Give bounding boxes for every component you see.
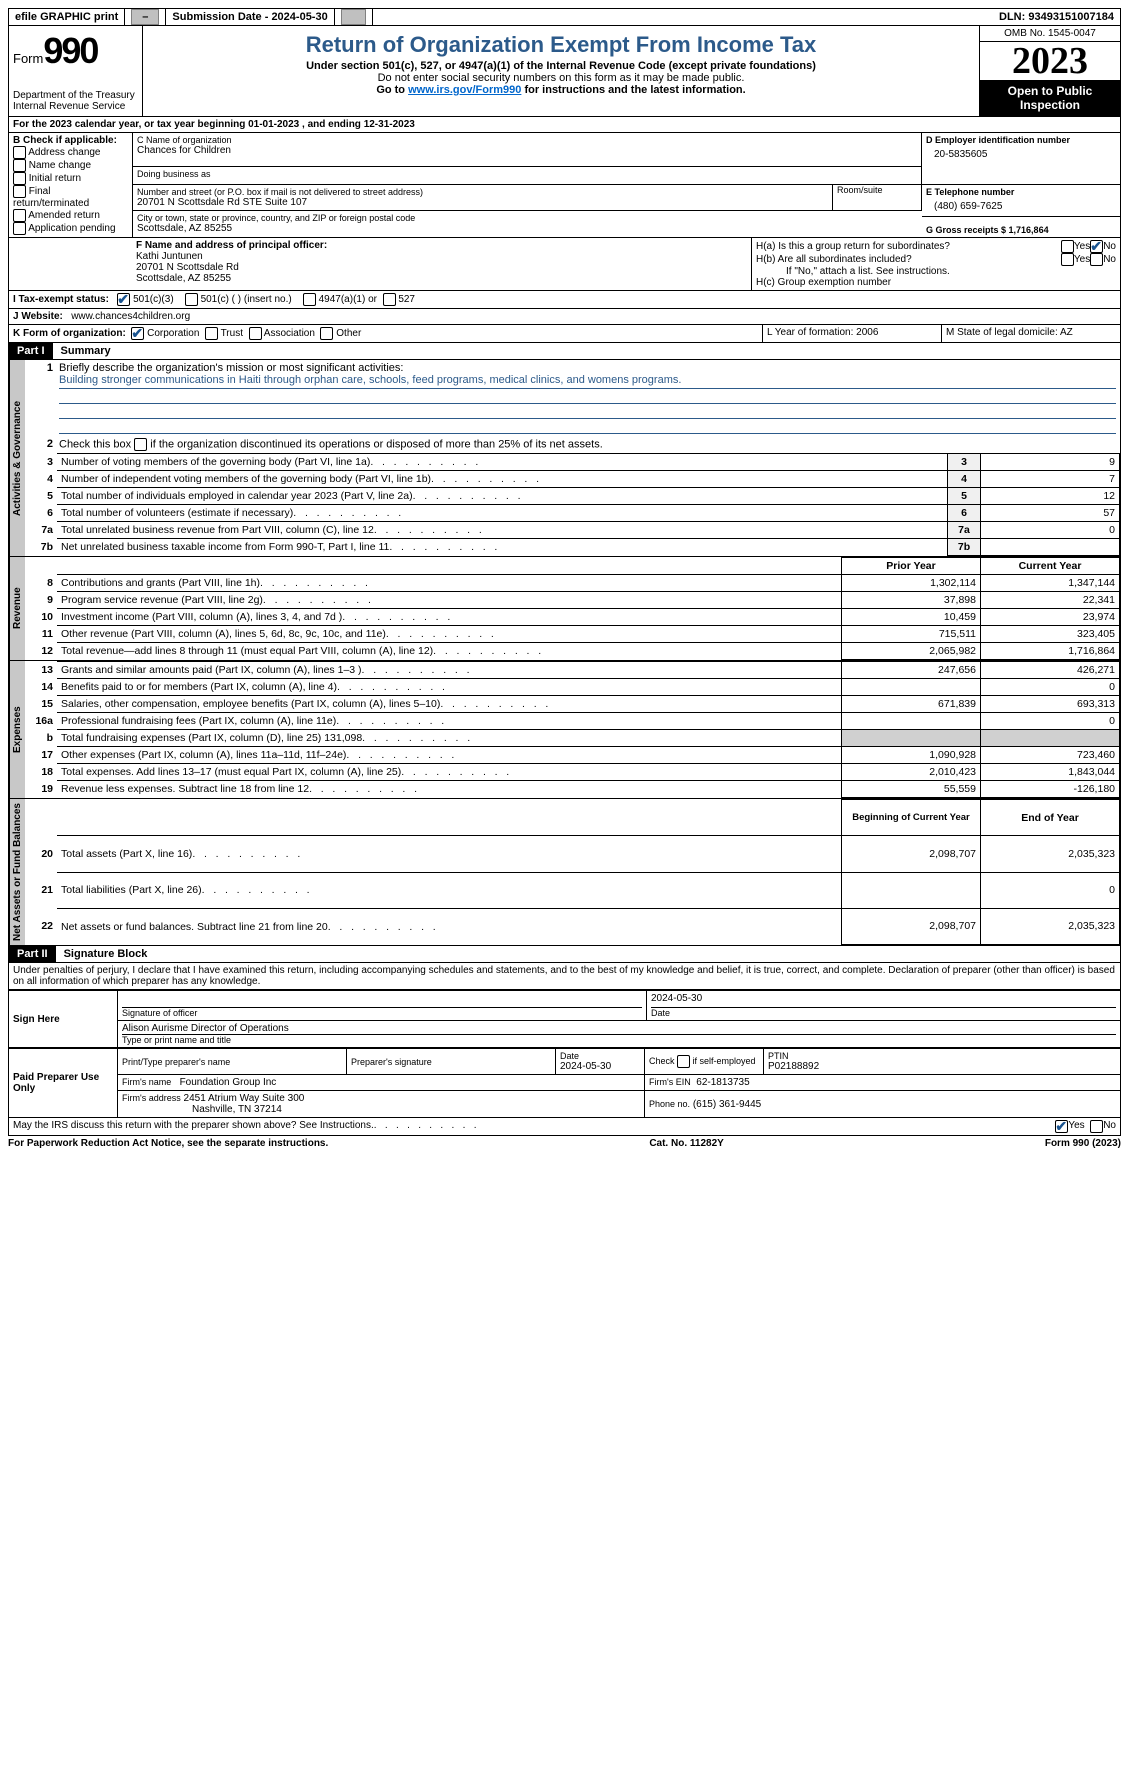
box-e-g: E Telephone number (480) 659-7625 G Gros… (922, 185, 1120, 237)
trust-checkbox[interactable] (205, 327, 218, 340)
table-row: 3Number of voting members of the governi… (25, 454, 1120, 471)
page-footer: For Paperwork Reduction Act Notice, see … (8, 1136, 1121, 1151)
ssn-note: Do not enter social security numbers on … (147, 72, 975, 84)
527-checkbox[interactable] (383, 293, 396, 306)
table-row: 6Total number of volunteers (estimate if… (25, 505, 1120, 522)
part2-header: Part II Signature Block (8, 946, 1121, 963)
box-j: J Website: www.chances4children.org (9, 309, 1120, 324)
boxb-option-checkbox[interactable] (13, 185, 26, 198)
instructions-link-row: Go to www.irs.gov/Form990 for instructio… (147, 84, 975, 96)
vtab-expenses: Expenses (9, 661, 25, 798)
table-row: 20Total assets (Part X, line 16)2,098,70… (25, 836, 1120, 872)
boxb-option-checkbox[interactable] (13, 146, 26, 159)
discuss-row: May the IRS discuss this return with the… (8, 1118, 1121, 1136)
vtab-revenue: Revenue (9, 557, 25, 660)
signature-table: Sign Here Signature of officer 2024-05-3… (8, 990, 1121, 1048)
501c-checkbox[interactable] (185, 293, 198, 306)
netassets-table: Beginning of Current YearEnd of Year20To… (25, 799, 1120, 945)
box-h: H(a) Is this a group return for subordin… (752, 238, 1120, 290)
boxb-option-checkbox[interactable] (13, 172, 26, 185)
box-f: F Name and address of principal officer:… (132, 238, 752, 290)
corp-checkbox[interactable] (131, 327, 144, 340)
table-row: 8Contributions and grants (Part VIII, li… (25, 575, 1120, 592)
submission-date: Submission Date - 2024-05-30 (166, 9, 334, 25)
boxb-option-checkbox[interactable] (13, 222, 26, 235)
table-row: 11Other revenue (Part VIII, column (A), … (25, 626, 1120, 643)
public-inspection: Open to Public Inspection (980, 80, 1120, 116)
table-row: 5Total number of individuals employed in… (25, 488, 1120, 505)
box-d: D Employer identification number 20-5835… (922, 133, 1120, 185)
paid-preparer-label: Paid Preparer Use Only (9, 1049, 118, 1118)
table-row: 12Total revenue—add lines 8 through 11 (… (25, 643, 1120, 660)
box-m: M State of legal domicile: AZ (942, 325, 1120, 342)
irs-link[interactable]: www.irs.gov/Form990 (408, 84, 521, 96)
table-row: 9Program service revenue (Part VIII, lin… (25, 592, 1120, 609)
dln: DLN: 93493151007184 (993, 9, 1120, 25)
assoc-checkbox[interactable] (249, 327, 262, 340)
table-row: 17Other expenses (Part IX, column (A), l… (25, 747, 1120, 764)
line2-checkbox[interactable] (134, 438, 147, 451)
efile-label: efile GRAPHIC print (9, 9, 125, 25)
mission-text: Building stronger communications in Hait… (59, 374, 1116, 389)
self-employed-checkbox[interactable] (677, 1055, 690, 1068)
hb-no-checkbox[interactable] (1090, 253, 1103, 266)
box-c-address: Number and street (or P.O. box if mail i… (137, 187, 832, 208)
table-row: 19Revenue less expenses. Subtract line 1… (25, 781, 1120, 798)
top-bar: efile GRAPHIC print – Submission Date - … (8, 8, 1121, 26)
irs-label: Internal Revenue Service (13, 101, 138, 112)
table-row: 7bNet unrelated business taxable income … (25, 539, 1120, 556)
sign-here-label: Sign Here (9, 991, 118, 1048)
dept-label: Department of the Treasury (13, 90, 138, 101)
box-i: I Tax-exempt status: 501(c)(3) 501(c) ( … (9, 291, 1120, 308)
hb-yes-checkbox[interactable] (1061, 253, 1074, 266)
line2: Check this box if the organization disco… (53, 438, 1116, 451)
table-row: 15Salaries, other compensation, employee… (25, 696, 1120, 713)
box-k: K Form of organization: Corporation Trus… (9, 325, 763, 342)
line-a: For the 2023 calendar year, or tax year … (8, 117, 1121, 133)
tax-year: 2023 (980, 42, 1120, 80)
nav-button[interactable] (341, 9, 366, 25)
expenses-table: 13Grants and similar amounts paid (Part … (25, 661, 1120, 798)
part1-header: Part I Summary (8, 343, 1121, 360)
revenue-table: Prior YearCurrent Year8Contributions and… (25, 557, 1120, 660)
form-subtitle: Under section 501(c), 527, or 4947(a)(1)… (147, 60, 975, 72)
ha-no-checkbox[interactable] (1090, 240, 1103, 253)
box-b: B Check if applicable: Address change Na… (9, 133, 133, 237)
table-row: bTotal fundraising expenses (Part IX, co… (25, 730, 1120, 747)
form-title: Return of Organization Exempt From Incom… (147, 32, 975, 58)
discuss-yes-checkbox[interactable] (1055, 1120, 1068, 1133)
box-c-city: City or town, state or province, country… (133, 211, 922, 236)
ha-yes-checkbox[interactable] (1061, 240, 1074, 253)
line1-label: Briefly describe the organization's miss… (59, 362, 1116, 374)
boxb-option-checkbox[interactable] (13, 159, 26, 172)
room-suite: Room/suite (832, 185, 917, 210)
table-row: 21Total liabilities (Part X, line 26)0 (25, 872, 1120, 908)
4947-checkbox[interactable] (303, 293, 316, 306)
vtab-netassets: Net Assets or Fund Balances (9, 799, 25, 945)
box-l: L Year of formation: 2006 (763, 325, 942, 342)
table-row: 14Benefits paid to or for members (Part … (25, 679, 1120, 696)
form-header: Form990 Department of the Treasury Inter… (8, 26, 1121, 117)
table-row: 4Number of independent voting members of… (25, 471, 1120, 488)
table-row: 13Grants and similar amounts paid (Part … (25, 662, 1120, 679)
preparer-table: Paid Preparer Use Only Print/Type prepar… (8, 1048, 1121, 1118)
discuss-no-checkbox[interactable] (1090, 1120, 1103, 1133)
perjury-text: Under penalties of perjury, I declare th… (8, 963, 1121, 990)
vtab-governance: Activities & Governance (9, 360, 25, 556)
print-button[interactable]: – (131, 9, 159, 25)
boxb-option-checkbox[interactable] (13, 209, 26, 222)
governance-table: 3Number of voting members of the governi… (25, 453, 1120, 556)
other-checkbox[interactable] (320, 327, 333, 340)
table-row: 7aTotal unrelated business revenue from … (25, 522, 1120, 539)
table-row: 16aProfessional fundraising fees (Part I… (25, 713, 1120, 730)
501c3-checkbox[interactable] (117, 293, 130, 306)
box-c-name: C Name of organization Chances for Child… (133, 133, 922, 185)
table-row: 10Investment income (Part VIII, column (… (25, 609, 1120, 626)
table-row: 22Net assets or fund balances. Subtract … (25, 908, 1120, 944)
table-row: 18Total expenses. Add lines 13–17 (must … (25, 764, 1120, 781)
form-number: Form990 (13, 30, 138, 72)
